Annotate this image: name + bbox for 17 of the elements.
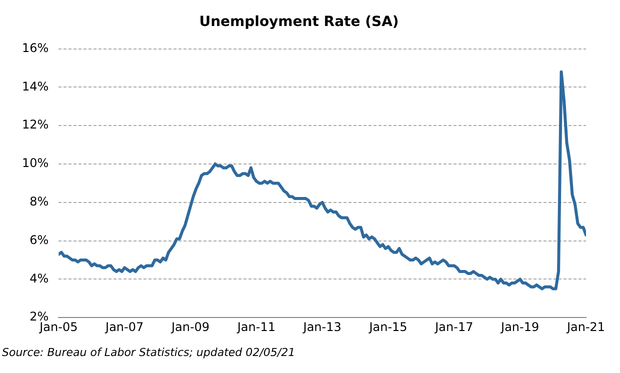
y-tick-label: 16% xyxy=(22,40,49,55)
x-tick-label: Jan-07 xyxy=(104,320,144,334)
y-tick-label: 14% xyxy=(22,79,49,94)
x-tick-label: Jan-13 xyxy=(302,320,342,334)
x-tick-label: Jan-09 xyxy=(170,320,210,334)
y-tick-label: 8% xyxy=(30,194,49,209)
chart-title: Unemployment Rate (SA) xyxy=(199,14,399,30)
x-tick-label: Jan-21 xyxy=(566,320,606,334)
source-note: Source: Bureau of Labor Statistics; updated 02/05/21 xyxy=(2,346,296,359)
y-tick-label: 6% xyxy=(30,232,49,247)
y-tick-label: 10% xyxy=(22,156,49,170)
x-tick-label: Jan-19 xyxy=(500,320,540,334)
y-tick-label: 4% xyxy=(30,271,49,286)
x-tick-label: Jan-15 xyxy=(368,320,408,334)
y-tick-label: 12% xyxy=(22,118,49,132)
x-tick-label: Jan-11 xyxy=(236,320,276,334)
x-tick-label: Jan-17 xyxy=(434,320,474,334)
